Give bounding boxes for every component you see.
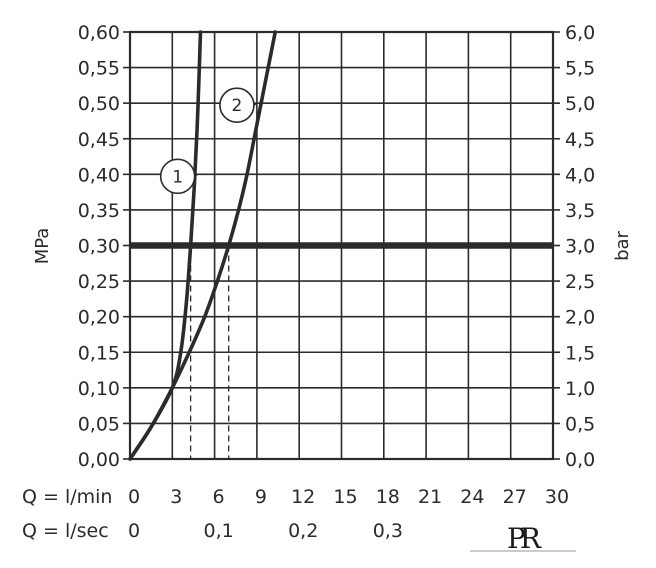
logo-text: PR (507, 522, 542, 555)
marker-circle-1 (159, 158, 196, 195)
x-tick-label-lmin: 15 (333, 486, 357, 508)
y-tick-label-right: 2,5 (565, 271, 595, 293)
y-tick-label-right: 0,0 (565, 449, 595, 471)
y-tick-label-right: 2,0 (565, 307, 595, 329)
x-tick-label-lmin: 9 (255, 486, 267, 508)
y-tick-label-left: 0,35 (78, 200, 120, 222)
y-tick-label-left: 0,45 (78, 129, 120, 151)
x-ticks-lmin: 0 3 6 9 12 15 18 21 24 27 30 (128, 486, 569, 508)
x-tick-label-lsec: 0,1 (203, 520, 233, 542)
x-tick-label-lmin: 24 (460, 486, 484, 508)
y-tick-label-right: 3,5 (565, 200, 595, 222)
y-tick-label-right: 4,5 (565, 129, 595, 151)
y-tick-label-right: 5,5 (565, 58, 595, 80)
x-ticks-lsec: 0 0,1 0,2 0,3 (128, 520, 403, 542)
y-tick-label-left: 0,40 (78, 164, 120, 186)
x-tick-label-lsec: 0,3 (373, 520, 403, 542)
y-axis-label-left: MPa (32, 228, 53, 265)
y-ticks-right: 0,0 0,5 1,0 1,5 2,0 2,5 3,0 3,5 4,0 4,5 5,0 5,5 6,0 (565, 22, 595, 471)
y-tick-label-left: 0,25 (78, 271, 120, 293)
y-tick-label-left: 0,55 (78, 58, 120, 80)
x-row2-label: Q = l/sec (22, 520, 109, 542)
curves (128, 30, 278, 461)
flow-guide-lines (189, 245, 230, 459)
y-tick-label-left: 0,20 (78, 307, 120, 329)
x-tick-label-lmin: 27 (503, 486, 527, 508)
y-tick-label-right: 1,0 (565, 378, 595, 400)
y-tick-label-left: 0,60 (78, 22, 120, 44)
x-tick-label-lmin: 12 (291, 486, 315, 508)
brand-logo: PR (470, 522, 576, 555)
y-tick-label-left: 0,30 (78, 236, 120, 258)
marker-label-2: 2 (231, 96, 242, 116)
y-tick-label-left: 0,15 (78, 342, 120, 364)
x-tick-label-lsec: 0 (128, 520, 140, 542)
x-tick-label-lmin: 6 (213, 486, 225, 508)
curve-markers: 12 (159, 87, 258, 195)
grid (130, 32, 553, 459)
x-tick-label-lmin: 30 (545, 486, 569, 508)
y-tick-label-right: 5,0 (565, 93, 595, 115)
y-tick-label-left: 0,00 (78, 449, 120, 471)
y-tick-label-left: 0,05 (78, 413, 120, 435)
marker-label-1: 1 (172, 167, 183, 187)
x-tick-label-lmin: 3 (170, 486, 182, 508)
y-tick-label-right: 4,0 (565, 164, 595, 186)
x-tick-label-lmin: 18 (376, 486, 400, 508)
y-axis-label-right: bar (612, 230, 633, 260)
x-tick-label-lmin: 21 (418, 486, 442, 508)
y-tick-label-left: 0,50 (78, 93, 120, 115)
y-tick-label-right: 3,0 (565, 236, 595, 258)
y-tick-label-right: 1,5 (565, 342, 595, 364)
y-tick-label-left: 0,10 (78, 378, 120, 400)
y-ticks-left: 0,00 0,05 0,10 0,15 0,20 0,25 0,30 0,35 0,40 0,45… (78, 22, 120, 471)
marker-circle-2 (219, 87, 255, 123)
x-row1-label: Q = l/min (22, 486, 112, 508)
x-tick-label-lmin: 0 (128, 486, 140, 508)
x-tick-label-lsec: 0,2 (288, 520, 318, 542)
y-tick-label-right: 0,5 (565, 413, 595, 435)
y-tick-label-right: 6,0 (565, 22, 595, 44)
curve-2 (128, 30, 278, 461)
